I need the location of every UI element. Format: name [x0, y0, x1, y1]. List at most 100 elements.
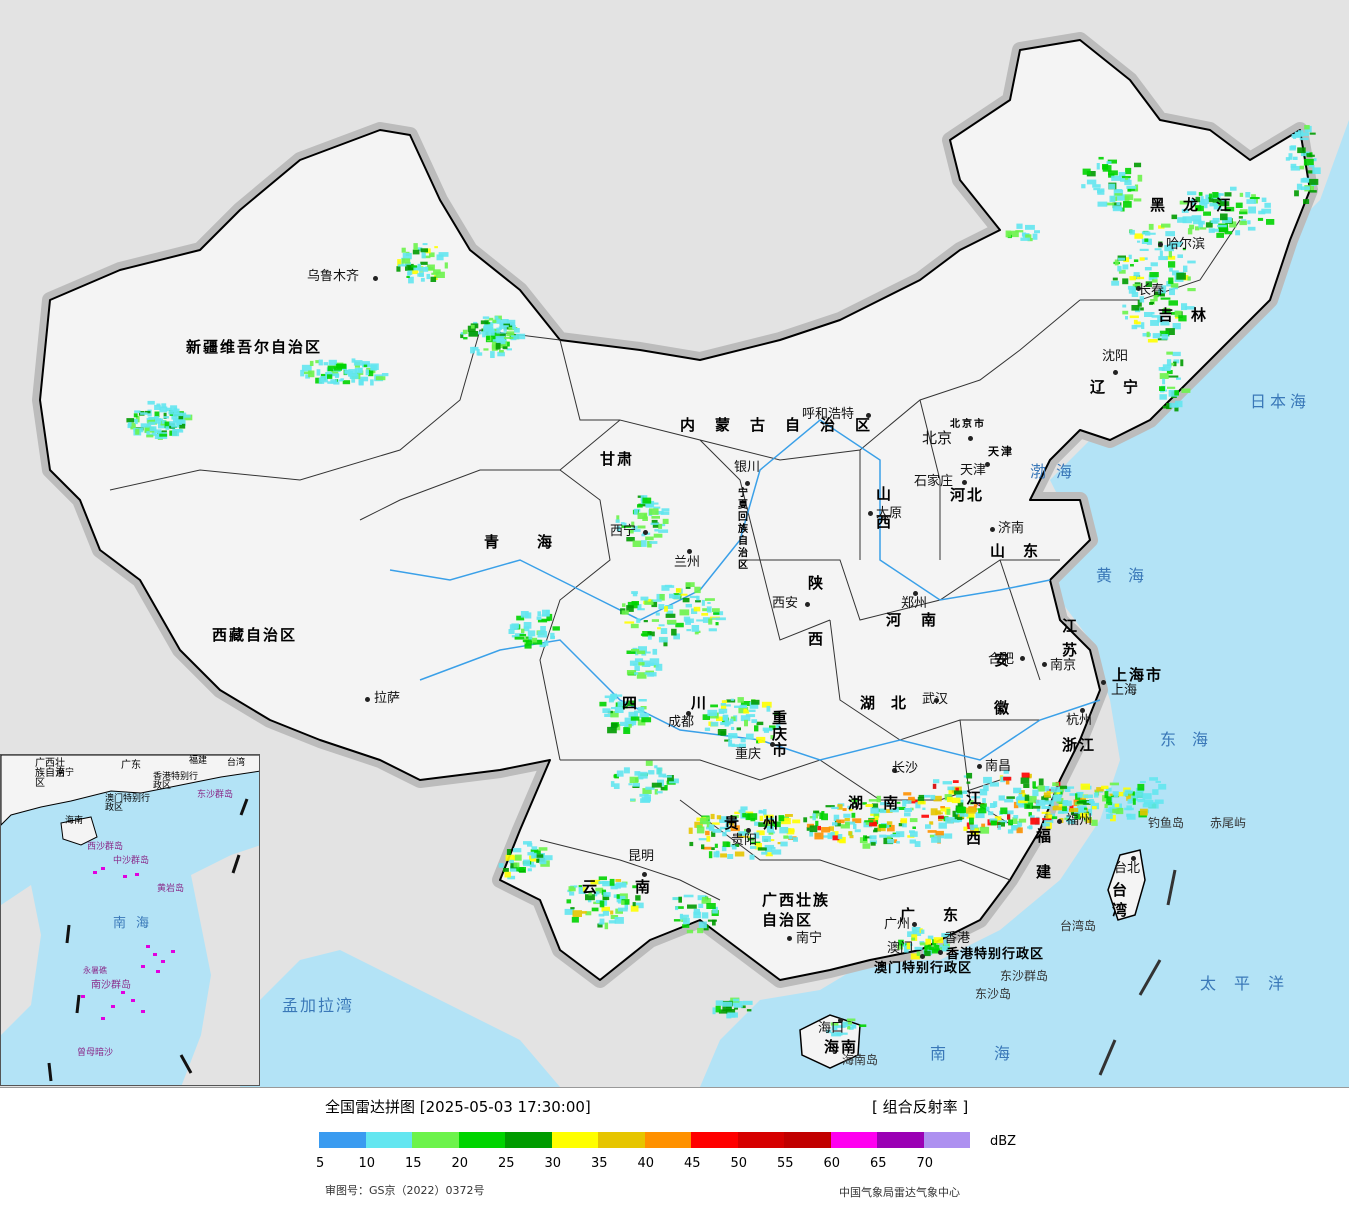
echo-cell [685, 582, 695, 587]
echo-cell [1042, 823, 1050, 827]
echo-cell [463, 337, 468, 340]
echo-cell [1097, 201, 1108, 207]
echo-cell [982, 798, 986, 803]
echo-cell [1154, 799, 1164, 804]
echo-cell [678, 896, 682, 903]
echo-cell [1026, 804, 1030, 809]
echo-cell [726, 841, 731, 848]
echo-cell [597, 923, 603, 928]
echo-cell [1208, 193, 1212, 198]
inset-label-zengmu: 曾母暗沙 [77, 1048, 114, 1058]
echo-cell [1066, 786, 1075, 789]
echo-cell [722, 831, 727, 837]
echo-cell [482, 316, 490, 319]
label-tianjin-prov: 天津 [988, 445, 1014, 458]
echo-cell [696, 826, 705, 834]
inset-label-taiwan: 台湾 [227, 758, 246, 768]
echo-cell [747, 813, 758, 820]
echo-cell [832, 831, 839, 836]
echo-cell [715, 622, 719, 626]
echo-cell [906, 942, 911, 950]
echo-cell [1091, 819, 1098, 826]
echo-cell [864, 836, 872, 839]
echo-cell [514, 854, 522, 861]
echo-cell [349, 373, 359, 379]
city-xian: 西安 [772, 596, 799, 611]
echo-cell [896, 801, 901, 804]
echo-cell [1159, 386, 1165, 391]
echo-cell [397, 259, 402, 266]
echo-cell [1159, 394, 1167, 400]
echo-cell [1136, 276, 1145, 280]
echo-cell [658, 773, 667, 778]
echo-cell [1166, 351, 1173, 355]
label-hainan: 海南 [824, 1038, 859, 1056]
echo-cell [815, 820, 819, 826]
echo-cell [598, 913, 605, 917]
city-shanghai: 上海 [1111, 683, 1138, 698]
echo-cell [873, 829, 878, 833]
echo-cell [622, 706, 628, 709]
echo-cell [570, 907, 575, 910]
echo-cell [836, 819, 845, 824]
echo-cell [498, 863, 504, 868]
echo-cell [1041, 796, 1046, 801]
echo-cell [837, 838, 845, 843]
echo-cell [955, 787, 959, 794]
echo-cell [381, 373, 389, 377]
echo-cell [496, 337, 506, 345]
echo-cell [831, 1032, 841, 1037]
echo-cell [994, 816, 1002, 821]
echo-cell [420, 261, 428, 265]
echo-cell [689, 595, 699, 599]
echo-cell [1044, 795, 1049, 802]
city-hongkong: 香港 [944, 931, 971, 946]
echo-cell [1159, 250, 1163, 257]
echo-cell [602, 910, 609, 916]
echo-cell [711, 831, 716, 837]
echo-cell [134, 410, 141, 413]
echo-cell [751, 699, 760, 705]
echo-cell [127, 422, 132, 427]
legend-tick-40: 40 [637, 1156, 655, 1171]
echo-cell [1230, 186, 1237, 191]
echo-cell [134, 419, 138, 425]
echo-cell [953, 790, 963, 795]
echo-cell [610, 694, 615, 697]
echo-cell [1172, 270, 1179, 276]
echo-cell [844, 1021, 852, 1025]
echo-cell [135, 428, 140, 435]
echo-cell [1199, 200, 1205, 206]
echo-cell [539, 642, 546, 648]
echo-cell [673, 633, 680, 640]
echo-cell [610, 694, 615, 701]
echo-cell [632, 663, 637, 666]
echo-cell [702, 897, 708, 902]
echo-cell [1023, 783, 1030, 788]
legend-tick-25: 25 [498, 1156, 515, 1171]
echo-cell [1122, 304, 1127, 308]
echo-cell [354, 367, 363, 374]
echo-cell [1087, 808, 1093, 816]
echo-cell [1026, 795, 1037, 803]
label-beijing-prov: 北京市 [950, 419, 986, 430]
echo-cell [1291, 134, 1301, 138]
legend-unit: dBZ [990, 1134, 1017, 1149]
echo-cell [1150, 299, 1155, 305]
echo-cell [694, 821, 703, 828]
echo-cell [1018, 800, 1028, 804]
echo-cell [1166, 255, 1176, 260]
echo-cell [1015, 230, 1024, 233]
echo-cell [780, 841, 788, 847]
echo-cell [870, 842, 876, 846]
echo-cell [641, 540, 647, 547]
echo-cell [370, 363, 379, 370]
inset-label-macau: 澳门特别行政区 [105, 794, 151, 813]
echo-cell [1108, 806, 1113, 814]
echo-cell [1210, 220, 1215, 223]
echo-cell [1158, 256, 1168, 261]
echo-cell [1179, 200, 1189, 205]
echo-cell [1036, 808, 1040, 812]
echo-cell [848, 1027, 854, 1030]
echo-cell [761, 851, 768, 855]
